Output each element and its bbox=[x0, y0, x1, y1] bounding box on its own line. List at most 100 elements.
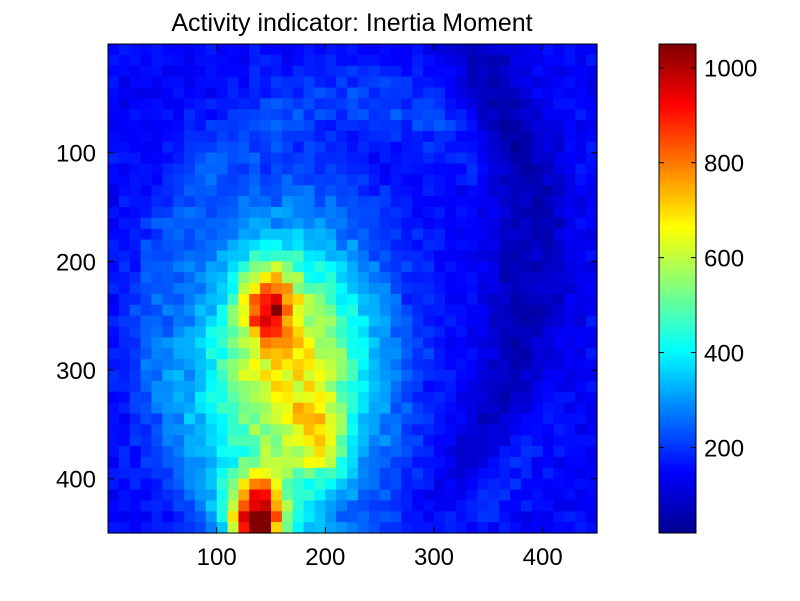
heatmap-cell bbox=[336, 272, 348, 284]
heatmap-cell bbox=[520, 511, 533, 523]
heatmap-cell bbox=[271, 413, 283, 425]
heatmap-cell bbox=[162, 217, 174, 230]
heatmap-cell bbox=[466, 500, 479, 512]
heatmap-cell bbox=[129, 152, 142, 165]
heatmap-cell bbox=[281, 315, 294, 328]
heatmap-cell bbox=[434, 304, 446, 317]
heatmap-cell bbox=[260, 489, 272, 501]
heatmap-cell bbox=[347, 456, 359, 469]
heatmap-cell bbox=[325, 456, 337, 469]
heatmap-cell bbox=[129, 370, 142, 382]
heatmap-cell bbox=[216, 44, 229, 56]
heatmap-cell bbox=[216, 261, 229, 273]
heatmap-cell bbox=[553, 261, 565, 273]
heatmap-cell bbox=[325, 109, 337, 121]
heatmap-cell bbox=[412, 120, 424, 132]
heatmap-cell bbox=[216, 478, 229, 491]
heatmap-cell bbox=[542, 109, 555, 121]
heatmap-cell bbox=[108, 522, 120, 534]
heatmap-cell bbox=[542, 489, 555, 501]
heatmap-cell bbox=[260, 141, 272, 154]
heatmap-cell bbox=[227, 489, 239, 501]
heatmap-cell bbox=[390, 370, 402, 382]
heatmap-cell bbox=[401, 272, 413, 284]
heatmap-cell bbox=[140, 152, 153, 165]
heatmap-cell bbox=[303, 326, 316, 338]
heatmap-cell bbox=[357, 87, 370, 99]
heatmap-cell bbox=[151, 424, 163, 436]
heatmap-cell bbox=[553, 141, 565, 154]
heatmap-cell bbox=[412, 456, 424, 469]
heatmap-cell bbox=[575, 44, 587, 56]
heatmap-cell bbox=[357, 185, 370, 197]
heatmap-cell bbox=[205, 261, 218, 273]
heatmap-cell bbox=[325, 250, 337, 262]
heatmap-cell bbox=[368, 87, 381, 99]
heatmap-cell bbox=[477, 413, 489, 425]
heatmap-cell bbox=[531, 163, 544, 175]
heatmap-cell bbox=[140, 109, 153, 121]
heatmap-cell bbox=[238, 511, 250, 523]
heatmap-cell bbox=[249, 391, 261, 404]
heatmap-cell bbox=[151, 391, 163, 404]
heatmap-cell bbox=[466, 261, 479, 273]
heatmap-cell bbox=[325, 44, 337, 56]
heatmap-cell bbox=[118, 446, 131, 458]
heatmap-cell bbox=[216, 522, 229, 534]
heatmap-cell bbox=[575, 207, 587, 219]
heatmap-cell bbox=[303, 293, 316, 306]
heatmap-cell bbox=[260, 185, 272, 197]
heatmap-cell bbox=[271, 511, 283, 523]
heatmap-cell bbox=[303, 261, 316, 273]
heatmap-cell bbox=[303, 391, 316, 404]
heatmap-cell bbox=[216, 109, 229, 121]
heatmap-cell bbox=[412, 250, 424, 262]
heatmap-cell bbox=[108, 456, 120, 469]
heatmap-cell bbox=[118, 293, 131, 306]
heatmap-cell bbox=[129, 109, 142, 121]
heatmap-cell bbox=[466, 120, 479, 132]
heatmap-cell bbox=[444, 174, 457, 186]
heatmap-cell bbox=[564, 228, 576, 241]
heatmap-cell bbox=[271, 467, 283, 480]
heatmap-cell bbox=[260, 326, 272, 338]
heatmap-cell bbox=[444, 207, 457, 219]
heatmap-cell bbox=[564, 98, 576, 110]
heatmap-cell bbox=[444, 109, 457, 121]
heatmap-cell bbox=[129, 456, 142, 469]
heatmap-cell bbox=[108, 163, 120, 175]
heatmap-cell bbox=[347, 489, 359, 501]
heatmap-cell bbox=[173, 380, 185, 393]
heatmap-cell bbox=[455, 413, 468, 425]
heatmap-cell bbox=[379, 500, 392, 512]
heatmap-cell bbox=[281, 402, 294, 415]
heatmap-cell bbox=[227, 511, 239, 523]
heatmap-cell bbox=[444, 359, 457, 371]
heatmap-cell bbox=[184, 283, 196, 295]
heatmap-cell bbox=[314, 456, 326, 469]
heatmap-cell bbox=[108, 370, 120, 382]
heatmap-cell bbox=[455, 380, 468, 393]
heatmap-cell bbox=[553, 250, 565, 262]
heatmap-cell bbox=[564, 152, 576, 165]
heatmap-cell bbox=[575, 348, 587, 360]
heatmap-cell bbox=[194, 380, 207, 393]
heatmap-cell bbox=[379, 54, 392, 67]
heatmap-cell bbox=[140, 446, 153, 458]
heatmap-cell bbox=[347, 380, 359, 393]
heatmap-cell bbox=[531, 326, 544, 338]
heatmap-cell bbox=[216, 489, 229, 501]
heatmap-cell bbox=[194, 391, 207, 404]
heatmap-cell bbox=[216, 456, 229, 469]
heatmap-cell bbox=[292, 326, 305, 338]
heatmap-cell bbox=[542, 272, 555, 284]
heatmap-cell bbox=[129, 435, 142, 447]
heatmap-cell bbox=[216, 413, 229, 425]
heatmap-cell bbox=[368, 500, 381, 512]
heatmap-cell bbox=[162, 522, 174, 534]
heatmap-cell bbox=[520, 348, 533, 360]
heatmap-cell bbox=[347, 130, 359, 143]
heatmap-cell bbox=[184, 239, 196, 252]
heatmap-cell bbox=[564, 326, 576, 338]
heatmap-cell bbox=[444, 217, 457, 230]
